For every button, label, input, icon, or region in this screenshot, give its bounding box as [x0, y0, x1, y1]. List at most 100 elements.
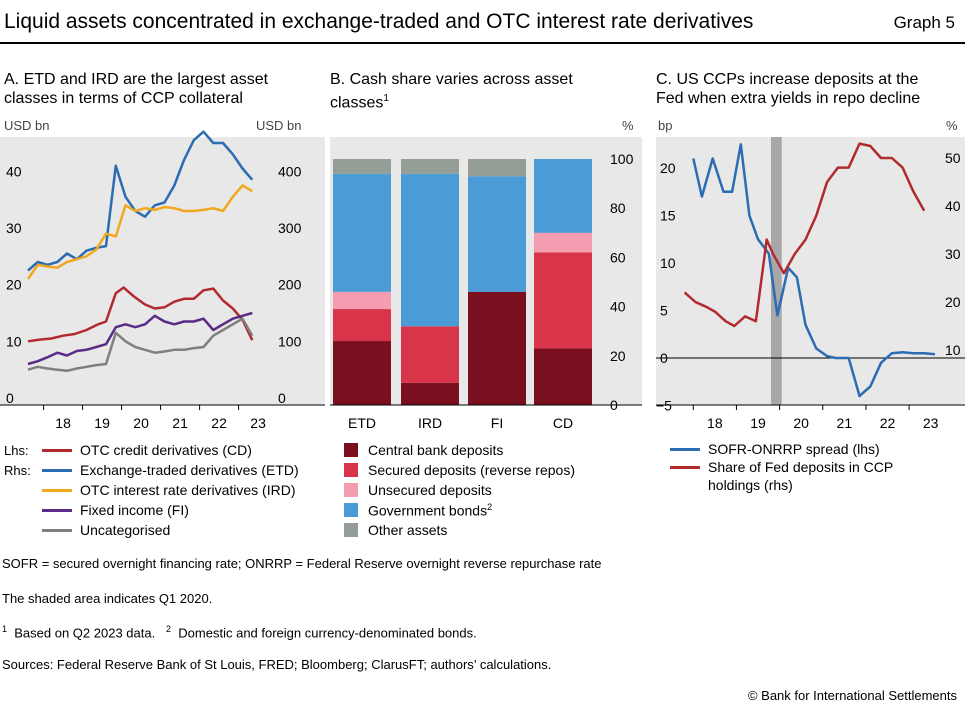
legend-axis-tag: Lhs:	[4, 442, 29, 458]
legend-item: Central bank deposits	[330, 440, 575, 460]
chart-title: Liquid assets concentrated in exchange-t…	[4, 10, 754, 33]
panel-a-series-line	[27, 286, 254, 343]
panel-a-ytick-right: 300	[278, 220, 302, 236]
panel-b-xtick: FI	[491, 415, 503, 431]
footnotes: 1 Based on Q2 2023 data. 2 Domestic and …	[2, 624, 477, 640]
panel-c-series-line	[683, 142, 926, 328]
panel-c-ytick-right: 10	[945, 342, 961, 358]
legend-item: Uncategorised	[4, 520, 299, 540]
panel-c-ytick-right: 20	[945, 294, 961, 310]
panel-a-unit-left: USD bn	[4, 118, 50, 133]
panel-b-bar-segment	[401, 173, 459, 327]
legend-label: Exchange-traded derivatives (ETD)	[80, 462, 299, 478]
abbreviations-note: SOFR = secured overnight financing rate;…	[2, 556, 602, 571]
panel-a-xtick: 19	[94, 415, 110, 431]
legend-item: Fixed income (FI)	[4, 500, 299, 520]
panel-a-ytick-left: 10	[6, 333, 22, 349]
legend-swatch	[344, 523, 358, 537]
panel-c-ytick-left: 10	[660, 255, 676, 271]
panel-a-xtick: 23	[250, 415, 266, 431]
panel-b-ytick: 80	[610, 200, 626, 216]
legend-label: OTC credit derivatives (CD)	[80, 442, 252, 458]
panel-b-title-line1: B. Cash share varies across asset	[330, 71, 573, 88]
panel-c-legend: SOFR-ONRRP spread (lhs) Share of Fed depo…	[670, 440, 918, 494]
panel-c-xtick: 19	[750, 415, 766, 431]
panel-c-shaded-period	[770, 137, 782, 405]
panel-b-xtick: ETD	[348, 415, 376, 431]
footnote-2: Domestic and foreign currency-denominate…	[178, 625, 477, 641]
panel-a-series-line	[27, 130, 254, 272]
panel-c-background	[656, 137, 965, 405]
legend-label: OTC interest rate derivatives (IRD)	[80, 482, 296, 498]
legend-line-swatch	[42, 508, 72, 512]
panel-a-xtick: 21	[172, 415, 188, 431]
panel-b-bar-segment	[401, 382, 459, 405]
legend-item: SOFR-ONRRP spread (lhs)	[670, 440, 918, 458]
legend-item: Lhs: OTC credit derivatives (CD)	[4, 440, 299, 460]
legend-label: SOFR-ONRRP spread (lhs)	[708, 441, 880, 457]
graph-number: Graph 5	[893, 13, 955, 32]
legend-label: Fixed income (FI)	[80, 502, 189, 518]
panel-b-bar-segment	[333, 173, 391, 292]
panel-b-bar-segment	[468, 159, 526, 177]
legend-item: Government bonds2	[330, 500, 575, 520]
panel-a-ytick-right: 100	[278, 333, 302, 349]
panel-b-footnote-ref: 1	[383, 93, 389, 104]
panel-b-bar-segment	[534, 348, 592, 405]
legend-label: Uncategorised	[80, 522, 171, 538]
panel-b-title: B. Cash share varies across asset classe…	[330, 70, 630, 112]
panel-a-xtick: 18	[55, 415, 71, 431]
panel-b-xtick: IRD	[418, 415, 442, 431]
panel-a-ytick-left: 40	[6, 163, 22, 179]
panel-a-title-line1: A. ETD and IRD are the largest asset	[4, 71, 269, 88]
panel-a-title-line2: classes in terms of CCP collateral	[4, 90, 243, 107]
sources-note: Sources: Federal Reserve Bank of St Loui…	[2, 657, 552, 672]
panel-b-ytick: 40	[610, 299, 626, 315]
panel-a-series-line	[27, 311, 253, 366]
panel-b-title-line2: classes	[330, 94, 384, 112]
panel-a-background	[0, 137, 325, 405]
panel-a-ytick-left: 0	[6, 390, 14, 406]
legend-line-swatch	[670, 466, 700, 469]
panel-a-series-line	[27, 317, 254, 373]
panel-b-xtick: CD	[553, 415, 573, 431]
legend-footnote-ref: 2	[487, 501, 493, 512]
panel-c-ytick-left: 0	[660, 350, 668, 366]
panel-c-xtick: 20	[793, 415, 809, 431]
panel-b-bar-segment	[468, 291, 526, 405]
legend-label: Unsecured deposits	[368, 482, 492, 498]
panel-c-ytick-right: 50	[945, 150, 961, 166]
panel-a-unit-right: USD bn	[256, 118, 302, 133]
panel-b-bar-segment	[333, 341, 391, 405]
legend-swatch	[344, 463, 358, 477]
panel-b-bar-segment	[333, 309, 391, 342]
legend-line-swatch	[42, 488, 72, 492]
panel-b-bar-segment	[534, 232, 592, 253]
legend-item: Unsecured deposits	[330, 480, 575, 500]
panel-c-series-line	[692, 143, 936, 398]
legend-label: Share of Fed deposits in CCP holdings (r…	[708, 459, 893, 493]
panel-b-bar-segment	[333, 291, 391, 310]
legend-label: Other assets	[368, 522, 448, 538]
shaded-area-note: The shaded area indicates Q1 2020.	[2, 591, 213, 606]
panel-c-ytick-right: 30	[945, 246, 961, 262]
panel-a-ytick-left: 30	[6, 220, 22, 236]
panel-b-bar-segment	[534, 252, 592, 349]
legend-item: Rhs: Exchange-traded derivatives (ETD)	[4, 460, 299, 480]
panel-c-title: C. US CCPs increase deposits at the Fed …	[656, 70, 956, 108]
legend-label: Secured deposits (reverse repos)	[368, 462, 575, 478]
panel-c-title-line2: Fed when extra yields in repo decline	[656, 90, 921, 107]
legend-label: Central bank deposits	[368, 442, 504, 458]
panel-a-legend: Lhs: OTC credit derivatives (CD) Rhs: Excha…	[4, 440, 299, 540]
panel-b-bar-segment	[468, 176, 526, 292]
footnote-1-number: 1	[2, 624, 8, 634]
legend-line-swatch	[670, 448, 700, 451]
panel-c-ytick-right: 40	[945, 198, 961, 214]
panel-b-ytick: 100	[610, 151, 634, 167]
panel-b-ytick: 20	[610, 348, 626, 364]
copyright: © Bank for International Settlements	[747, 688, 957, 703]
panel-a-xtick: 20	[133, 415, 149, 431]
panel-c-unit-left: bp	[658, 118, 673, 133]
title-rule	[0, 42, 965, 44]
